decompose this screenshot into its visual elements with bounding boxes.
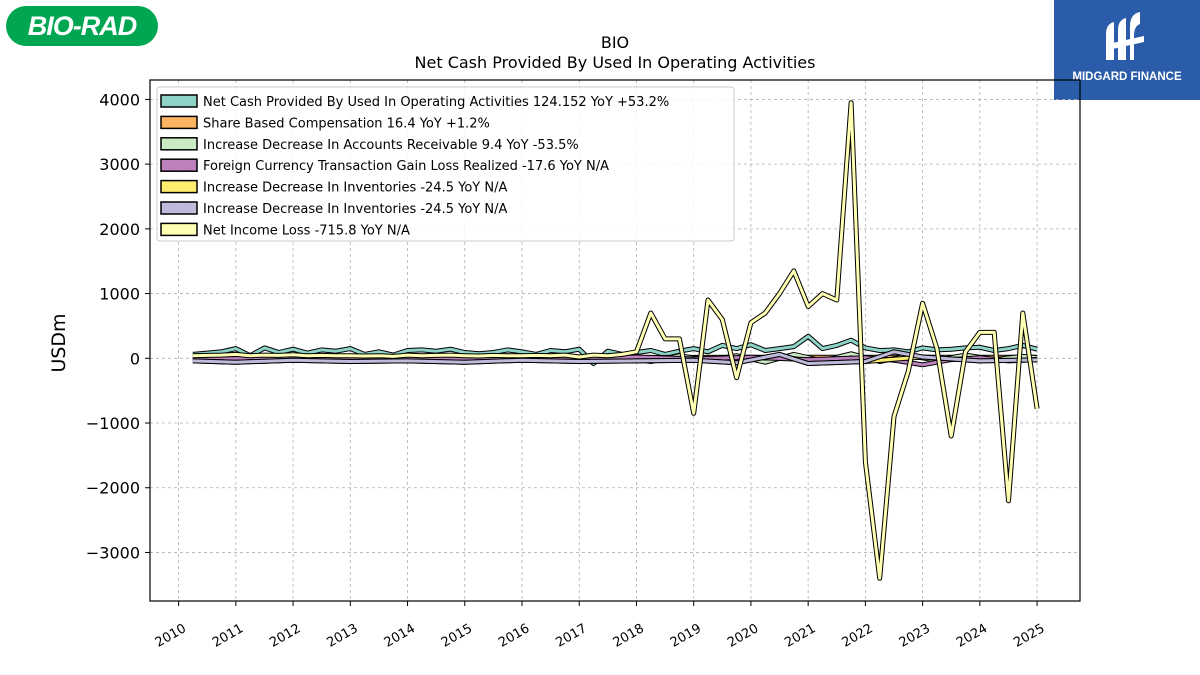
plot-area-frame xyxy=(149,79,1081,602)
chart-title: BIO xyxy=(601,33,629,52)
x-tick-label: 2010 xyxy=(153,621,189,651)
legend-entry-label: Increase Decrease In Accounts Receivable… xyxy=(203,138,579,153)
midgard-finance-logo: MIDGARD FINANCE xyxy=(1054,0,1200,100)
legend: Net Cash Provided By Used In Operating A… xyxy=(156,86,735,242)
y-tick-label: −1000 xyxy=(86,414,140,433)
x-tick-label: 2023 xyxy=(897,621,933,651)
x-tick-label: 2020 xyxy=(725,621,761,651)
x-tick-label: 2016 xyxy=(496,621,532,651)
x-tick-label: 2019 xyxy=(668,621,704,651)
legend-swatch xyxy=(160,137,198,151)
y-axis-label: USDm xyxy=(48,313,70,372)
x-tick-label: 2021 xyxy=(782,621,818,651)
series-line xyxy=(192,101,1039,580)
x-tick-label: 2025 xyxy=(1011,621,1047,651)
legend-swatch xyxy=(160,222,198,237)
x-tick-label: 2022 xyxy=(840,621,876,651)
x-tick-label: 2014 xyxy=(382,621,418,651)
series-lines xyxy=(192,100,1040,581)
y-tick-label: −2000 xyxy=(86,479,140,498)
chart-subtitle: Net Cash Provided By Used In Operating A… xyxy=(415,53,816,72)
x-tick-label: 2017 xyxy=(553,621,589,651)
legend-entry-label: Foreign Currency Transaction Gain Loss R… xyxy=(203,159,609,174)
y-tick-label: 0 xyxy=(130,349,140,368)
series-line xyxy=(192,350,1038,365)
legend-swatch xyxy=(160,94,198,108)
x-tick-label: 2012 xyxy=(267,621,303,651)
bio-rad-logo-background xyxy=(6,6,158,46)
legend-box xyxy=(156,86,735,242)
legend-swatch xyxy=(160,158,198,172)
x-tick-label: 2018 xyxy=(611,621,647,651)
y-tick-label: −3000 xyxy=(86,543,140,562)
y-tick-label: 2000 xyxy=(99,220,140,239)
x-tick-label: 2015 xyxy=(439,621,475,651)
bio-rad-logo: BIO-RAD xyxy=(6,6,158,46)
legend-swatch xyxy=(160,179,198,194)
y-tick-label: 3000 xyxy=(99,155,140,174)
legend-entry-label: Net Cash Provided By Used In Operating A… xyxy=(203,95,669,110)
midgard-m-icon xyxy=(1106,12,1144,60)
x-tick-label: 2011 xyxy=(210,621,246,651)
legend-entry-label: Increase Decrease In Inventories -24.5 Y… xyxy=(203,202,507,217)
midgard-logo-background xyxy=(1054,0,1200,100)
legend-entry-label: Share Based Compensation 16.4 YoY +1.2% xyxy=(203,116,490,131)
legend-swatch xyxy=(160,115,198,130)
legend-entry-label: Increase Decrease In Inventories -24.5 Y… xyxy=(203,181,507,196)
bio-rad-logo-text: BIO-RAD xyxy=(28,11,137,41)
legend-swatch xyxy=(160,201,198,215)
x-tick-label: 2024 xyxy=(954,621,990,651)
y-tick-label: 4000 xyxy=(99,90,140,109)
midgard-logo-text: MIDGARD FINANCE xyxy=(1072,71,1182,83)
legend-entry-label: Net Income Loss -715.8 YoY N/A xyxy=(203,223,410,238)
x-tick-label: 2013 xyxy=(324,621,360,651)
y-tick-label: 1000 xyxy=(99,285,140,304)
